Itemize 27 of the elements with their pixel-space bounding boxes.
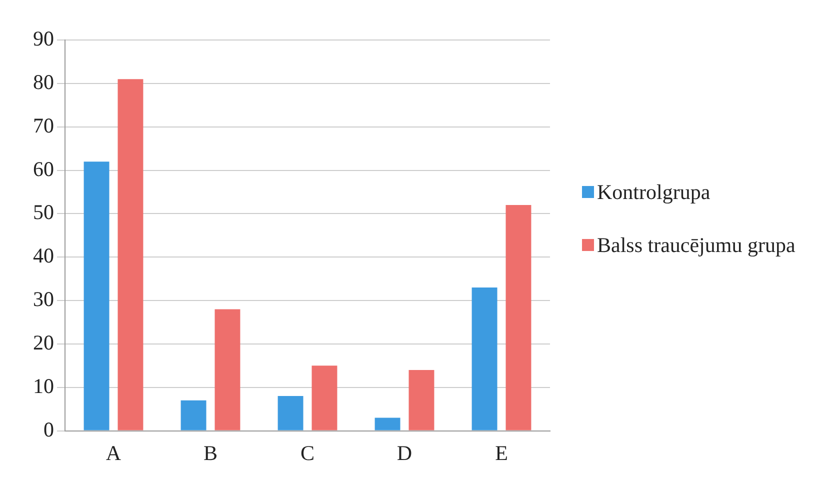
bar bbox=[506, 205, 532, 430]
bar bbox=[118, 79, 144, 430]
bar bbox=[278, 396, 304, 430]
bar bbox=[472, 288, 498, 430]
bar bbox=[180, 400, 206, 430]
y-tick-label: 20 bbox=[33, 330, 54, 354]
y-tick-label: 90 bbox=[33, 26, 54, 51]
x-tick-label: A bbox=[106, 440, 122, 465]
bar bbox=[312, 366, 338, 430]
bar bbox=[214, 309, 240, 430]
bar bbox=[84, 162, 110, 430]
bar bbox=[408, 370, 434, 430]
legend-label: Balss traucējumu grupa bbox=[597, 233, 796, 258]
y-tick-label: 70 bbox=[33, 113, 54, 138]
y-tick-label: 80 bbox=[33, 70, 54, 94]
y-tick-label: 10 bbox=[33, 374, 54, 398]
y-tick-label: 30 bbox=[33, 287, 54, 312]
y-tick-label: 40 bbox=[33, 244, 54, 268]
x-tick-label: D bbox=[396, 440, 412, 465]
legend-label: Kontrolgrupa bbox=[597, 180, 710, 205]
y-tick-label: 0 bbox=[44, 417, 54, 442]
y-tick-label: 50 bbox=[33, 200, 54, 224]
y-tick-label: 60 bbox=[33, 156, 54, 181]
x-tick-label: E bbox=[495, 440, 508, 465]
x-tick-label: C bbox=[300, 440, 315, 465]
bar bbox=[374, 418, 400, 430]
x-tick-label: B bbox=[203, 440, 218, 465]
